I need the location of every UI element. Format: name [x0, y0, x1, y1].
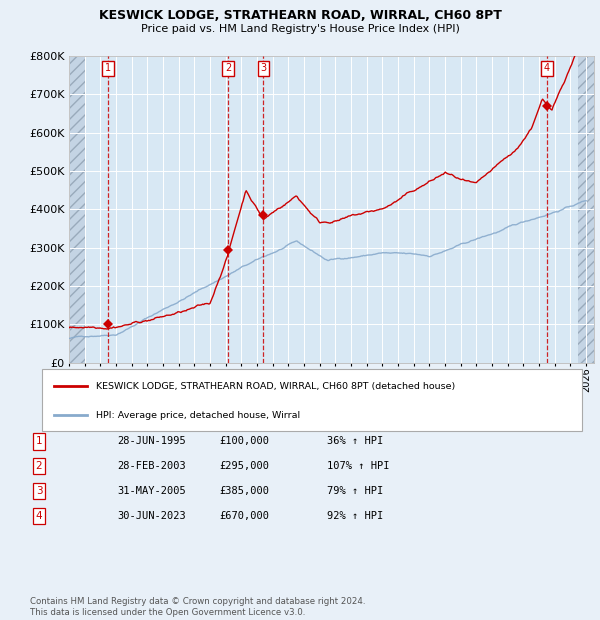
Text: £670,000: £670,000 — [219, 511, 269, 521]
Text: Contains HM Land Registry data © Crown copyright and database right 2024.
This d: Contains HM Land Registry data © Crown c… — [30, 598, 365, 617]
Text: KESWICK LODGE, STRATHEARN ROAD, WIRRAL, CH60 8PT (detached house): KESWICK LODGE, STRATHEARN ROAD, WIRRAL, … — [96, 382, 455, 391]
Bar — [578, 56, 594, 363]
Text: 4: 4 — [544, 63, 550, 74]
Text: £100,000: £100,000 — [219, 436, 269, 446]
Text: 28-FEB-2003: 28-FEB-2003 — [117, 461, 186, 471]
Text: 28-JUN-1995: 28-JUN-1995 — [117, 436, 186, 446]
Bar — [69, 56, 85, 363]
Text: 4: 4 — [35, 511, 43, 521]
Text: Price paid vs. HM Land Registry's House Price Index (HPI): Price paid vs. HM Land Registry's House … — [140, 24, 460, 33]
Text: 36% ↑ HPI: 36% ↑ HPI — [327, 436, 383, 446]
Text: 92% ↑ HPI: 92% ↑ HPI — [327, 511, 383, 521]
Text: £385,000: £385,000 — [219, 486, 269, 496]
Text: 30-JUN-2023: 30-JUN-2023 — [117, 511, 186, 521]
Text: HPI: Average price, detached house, Wirral: HPI: Average price, detached house, Wirr… — [96, 411, 300, 420]
Text: 3: 3 — [35, 486, 43, 496]
Text: KESWICK LODGE, STRATHEARN ROAD, WIRRAL, CH60 8PT: KESWICK LODGE, STRATHEARN ROAD, WIRRAL, … — [98, 9, 502, 22]
Text: 107% ↑ HPI: 107% ↑ HPI — [327, 461, 389, 471]
Text: 79% ↑ HPI: 79% ↑ HPI — [327, 486, 383, 496]
Text: 31-MAY-2005: 31-MAY-2005 — [117, 486, 186, 496]
Text: 2: 2 — [35, 461, 43, 471]
Text: 1: 1 — [35, 436, 43, 446]
Text: 2: 2 — [225, 63, 232, 74]
Text: £295,000: £295,000 — [219, 461, 269, 471]
Text: 1: 1 — [105, 63, 111, 74]
Text: 3: 3 — [260, 63, 266, 74]
